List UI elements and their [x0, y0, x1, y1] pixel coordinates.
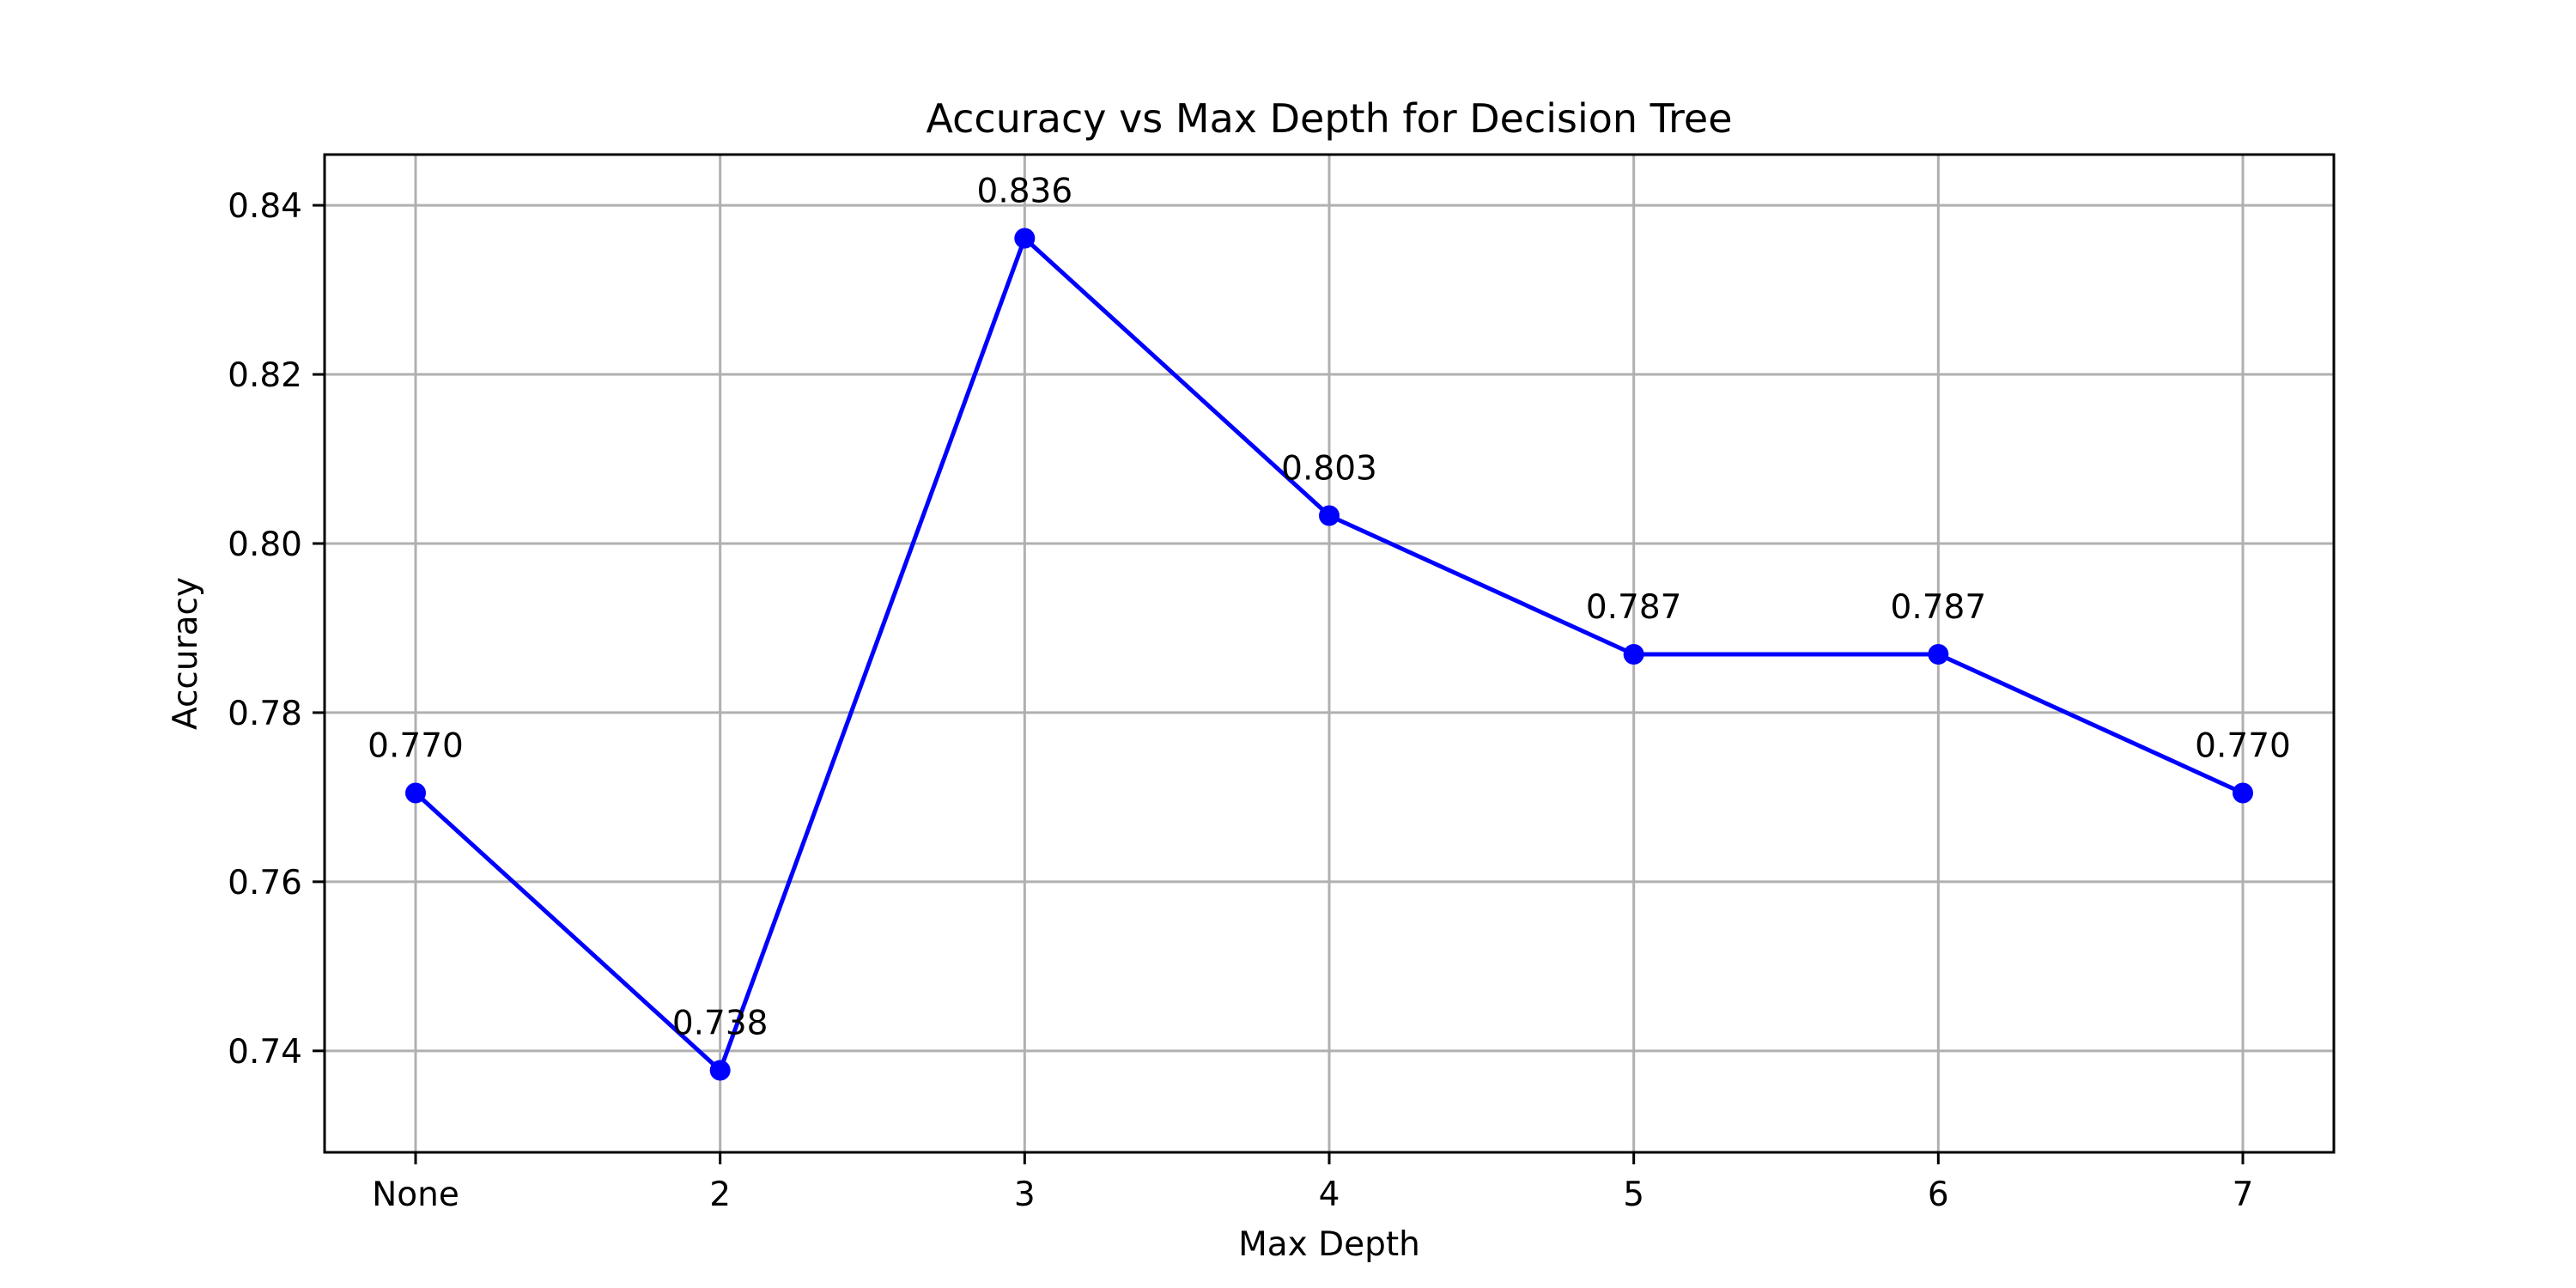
y-tick-label: 0.84	[228, 187, 302, 226]
data-point-marker	[405, 782, 426, 804]
data-point-label: 0.787	[1586, 588, 1682, 627]
data-point-label: 0.787	[1891, 588, 1987, 627]
x-tick-label: 5	[1623, 1176, 1644, 1214]
data-point-marker	[1319, 505, 1340, 526]
chart-title: Accuracy vs Max Depth for Decision Tree	[926, 95, 1732, 142]
x-tick-label: 6	[1928, 1176, 1949, 1214]
data-point-label: 0.738	[672, 1004, 769, 1042]
x-tick-label: None	[372, 1176, 459, 1214]
data-point-label: 0.836	[977, 172, 1073, 210]
x-axis-label: Max Depth	[1238, 1225, 1420, 1264]
data-point-marker	[2233, 782, 2253, 804]
series-layer	[405, 228, 2253, 1081]
y-tick-label: 0.74	[228, 1033, 302, 1072]
data-labels: 0.770 0.738 0.836 0.803 0.787 0.787 0.770	[368, 172, 2291, 1042]
y-axis-label: Accuracy	[167, 577, 205, 730]
x-tick-label: 2	[709, 1176, 731, 1214]
data-point-marker	[1014, 228, 1036, 249]
y-tick-label: 0.82	[228, 356, 302, 395]
x-tick-label: 3	[1014, 1176, 1036, 1214]
data-point-label: 0.803	[1281, 449, 1377, 488]
x-tick-label: 4	[1319, 1176, 1340, 1214]
data-point-marker	[1928, 643, 1949, 665]
axis-ticks: None 2 3 4 5 6 7 0.74 0.76 0.78 0.80 0.82 0.84	[228, 187, 2253, 1214]
data-point-label: 0.770	[368, 726, 464, 765]
grid-lines	[325, 155, 2334, 1152]
data-point-marker	[709, 1060, 731, 1081]
y-tick-label: 0.78	[228, 695, 302, 733]
y-tick-label: 0.80	[228, 526, 302, 564]
data-point-label: 0.770	[2195, 726, 2291, 765]
y-tick-label: 0.76	[228, 864, 302, 902]
x-tick-label: 7	[2233, 1176, 2254, 1214]
data-point-marker	[1623, 643, 1644, 665]
